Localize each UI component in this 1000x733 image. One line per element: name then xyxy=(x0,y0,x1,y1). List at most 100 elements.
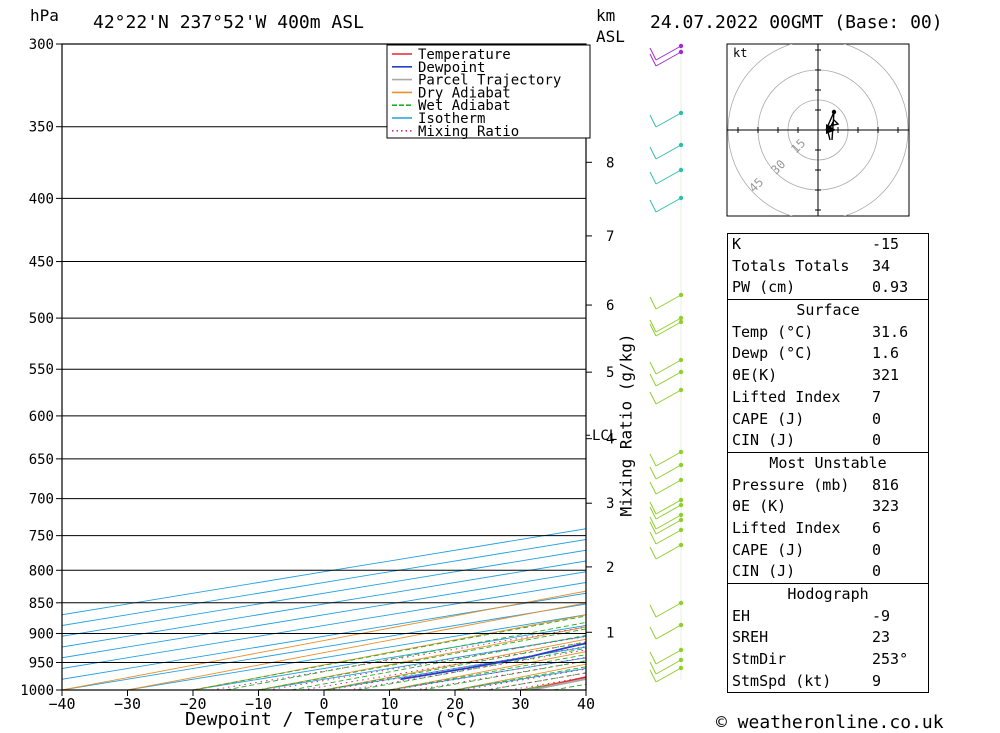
wind-barb xyxy=(649,387,684,405)
index-row: Temp (°C) 31.6 xyxy=(728,322,928,344)
index-value: 0 xyxy=(872,409,882,428)
dry-adiabat-line xyxy=(62,590,586,690)
index-value: 0.93 xyxy=(872,278,909,297)
section-heading: Surface xyxy=(728,299,928,322)
wind-barb-staff xyxy=(655,464,682,480)
wind-barb-flag xyxy=(649,391,657,405)
pressure-tick-label: 700 xyxy=(29,492,54,508)
wind-barb-flag xyxy=(649,319,657,333)
wind-barb-flag xyxy=(649,516,657,530)
wind-barb-flag xyxy=(649,146,657,160)
index-label: CIN (J) xyxy=(732,562,796,581)
index-label: Dewp (°C) xyxy=(732,344,814,363)
storm-motion-marker xyxy=(826,124,836,134)
wind-barb xyxy=(649,110,684,128)
wind-barb xyxy=(649,315,684,333)
legend-entry: Parcel Trajectory xyxy=(418,73,561,89)
wind-barb xyxy=(649,43,684,61)
pressure-tick-label: 850 xyxy=(29,596,54,612)
wind-barb xyxy=(649,49,684,67)
wind-barb xyxy=(649,369,684,387)
altitude-tick-label: 8 xyxy=(606,155,614,171)
index-row: CIN (J) 0 xyxy=(728,430,928,452)
wind-barb xyxy=(649,497,684,515)
location-title: 42°22'N 237°52'W 400m ASL xyxy=(93,12,364,33)
wind-barb-flag xyxy=(649,114,657,128)
index-label: CAPE (J) xyxy=(732,540,805,559)
altitude-tick-label: 7 xyxy=(606,229,614,245)
pressure-tick-label: 900 xyxy=(29,626,54,642)
asl-axis-unit: ASL xyxy=(596,27,625,46)
index-value: 0 xyxy=(872,540,882,559)
legend-entry: Mixing Ratio xyxy=(418,124,519,140)
wind-barb-staff xyxy=(655,197,682,213)
index-row: Lifted Index 7 xyxy=(728,387,928,409)
wind-barb-flag xyxy=(649,481,657,495)
wind-barb-staff xyxy=(655,667,682,683)
altitude-tick-label: 1 xyxy=(606,625,614,641)
index-label: θE (K) xyxy=(732,497,787,516)
hodograph-unit-label: kt xyxy=(733,46,747,60)
wind-barb xyxy=(649,600,684,618)
wind-barb-flag xyxy=(649,521,657,535)
index-label: SREH xyxy=(732,628,769,647)
wind-barb-staff xyxy=(655,544,682,560)
index-label: CIN (J) xyxy=(732,431,796,450)
lcl-label: LCL xyxy=(592,428,617,444)
index-row: θE (K) 323 xyxy=(728,496,928,518)
wind-barb-flag xyxy=(649,373,657,387)
wind-barb xyxy=(649,462,684,480)
index-row: EH -9 xyxy=(728,606,928,628)
wind-barb-flag xyxy=(649,506,657,520)
index-value: 0 xyxy=(872,431,882,450)
index-row: StmDir 253° xyxy=(728,649,928,671)
index-row: CIN (J) 0 xyxy=(728,561,928,583)
index-label: Totals Totals xyxy=(732,256,850,275)
index-value: 23 xyxy=(872,628,891,647)
wind-barb-staff xyxy=(655,602,682,618)
wind-barb-flag xyxy=(649,361,657,375)
index-row: Totals Totals 34 xyxy=(728,256,928,278)
wind-barb-flag xyxy=(649,296,657,310)
isotherm-line xyxy=(62,560,586,648)
legend-entry: Wet Adiabat xyxy=(418,98,511,114)
pressure-tick-label: 550 xyxy=(29,362,54,378)
dry-adiabat-line xyxy=(192,614,586,690)
index-label: StmDir xyxy=(732,650,787,669)
wind-barb-staff xyxy=(655,321,682,337)
pressure-tick-label: 350 xyxy=(29,120,54,136)
index-row: StmSpd (kt) 9 xyxy=(728,671,928,693)
pressure-tick-label: 400 xyxy=(29,191,54,207)
wind-barb-staff xyxy=(655,169,682,185)
temperature-tick-label: 10 xyxy=(380,695,398,713)
index-row: CAPE (J) 0 xyxy=(728,409,928,431)
legend-entry: Dry Adiabat xyxy=(418,85,511,101)
index-value: 0 xyxy=(872,562,882,581)
wind-barb xyxy=(649,517,684,535)
index-label: Temp (°C) xyxy=(732,322,814,341)
wind-barb-staff xyxy=(655,451,682,467)
wind-barb-staff xyxy=(655,479,682,495)
pressure-tick-label: 500 xyxy=(29,311,54,327)
wind-barb xyxy=(649,292,684,310)
altitude-tick-label: 5 xyxy=(606,365,614,381)
index-value: 31.6 xyxy=(872,322,909,341)
isotherm-line xyxy=(62,539,586,626)
pressure-tick-label: 800 xyxy=(29,563,54,579)
wind-barb-staff xyxy=(655,519,682,535)
wind-barb-flag xyxy=(649,531,657,545)
wind-barb-staff xyxy=(655,317,682,333)
plot-frame xyxy=(61,43,587,691)
wind-barb-flag xyxy=(649,669,657,683)
temperature-tick-label: −30 xyxy=(114,695,141,713)
wind-barb xyxy=(649,622,684,640)
wind-barb-flag xyxy=(649,453,657,467)
wind-barb xyxy=(649,449,684,467)
dry-adiabat-line xyxy=(127,602,586,690)
wind-barb-staff xyxy=(655,659,682,675)
wind-barb-staff xyxy=(655,389,682,405)
hodograph-point xyxy=(831,109,837,115)
pressure-tick-label: 750 xyxy=(29,529,54,545)
index-value: 816 xyxy=(872,475,900,494)
pressure-tick-label: 950 xyxy=(29,655,54,671)
